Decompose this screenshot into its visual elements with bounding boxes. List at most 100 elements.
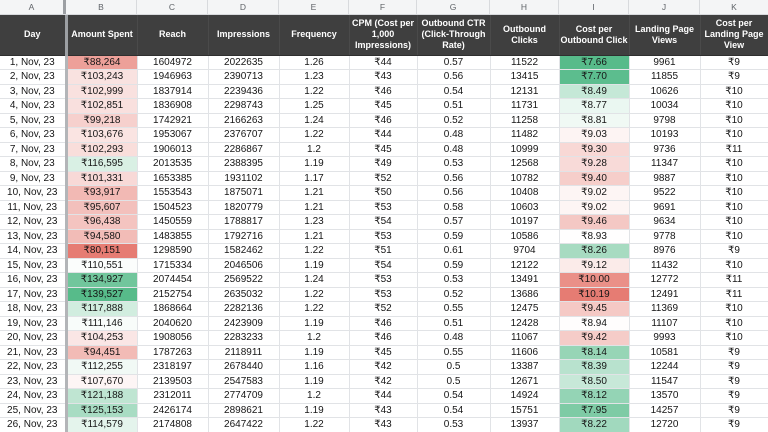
cell-outbound-clicks[interactable]: 12122 [490,258,560,273]
cell-frequency[interactable]: 1.17 [279,171,350,186]
cell-day[interactable]: 10, Nov, 23 [0,185,68,201]
cell-outbound-clicks[interactable]: 12568 [490,156,560,172]
cell-outbound-clicks[interactable]: 11067 [490,330,560,346]
cell-impressions[interactable]: 1788817 [208,214,280,230]
cell-cost-per-outbound-click[interactable]: ₹9.02 [559,200,630,215]
cell-amount-spent[interactable]: ₹117,888 [66,301,138,317]
column-letter-d[interactable]: D [208,0,279,14]
cell-landing-page-views[interactable]: 9798 [629,113,701,128]
cell-outbound-clicks[interactable]: 10408 [490,185,560,201]
cell-amount-spent[interactable]: ₹139,527 [66,287,138,302]
cell-frequency[interactable]: 1.19 [279,374,350,389]
cell-cost-per-landing-page-view[interactable]: ₹10 [700,84,768,99]
cell-landing-page-views[interactable]: 9778 [629,229,701,244]
cell-cpm[interactable]: ₹46 [349,316,418,331]
cell-amount-spent[interactable]: ₹88,264 [66,55,138,70]
cell-cost-per-outbound-click[interactable]: ₹9.03 [559,127,630,143]
cell-cost-per-landing-page-view[interactable]: ₹10 [700,301,768,317]
cell-reach[interactable]: 2139503 [137,374,209,389]
cell-frequency[interactable]: 1.23 [279,214,350,230]
cell-amount-spent[interactable]: ₹102,851 [66,98,138,114]
cell-outbound-ctr[interactable]: 0.57 [417,214,491,230]
cell-cost-per-landing-page-view[interactable]: ₹11 [700,287,768,302]
cell-cost-per-outbound-click[interactable]: ₹10.19 [559,287,630,302]
cell-impressions[interactable]: 2423909 [208,316,280,331]
cell-frequency[interactable]: 1.2 [279,330,350,346]
cell-cost-per-outbound-click[interactable]: ₹9.45 [559,301,630,317]
cell-day[interactable]: 7, Nov, 23 [0,142,68,157]
cell-cost-per-outbound-click[interactable]: ₹7.70 [559,69,630,85]
cell-cost-per-landing-page-view[interactable]: ₹9 [700,243,768,259]
cell-impressions[interactable]: 1931102 [208,171,280,186]
cell-cost-per-landing-page-view[interactable]: ₹9 [700,359,768,375]
cell-frequency[interactable]: 1.19 [279,316,350,331]
cell-cpm[interactable]: ₹42 [349,359,418,375]
cell-outbound-clicks[interactable]: 10197 [490,214,560,230]
cell-amount-spent[interactable]: ₹101,331 [66,171,138,186]
cell-outbound-clicks[interactable]: 11258 [490,113,560,128]
cell-impressions[interactable]: 1792716 [208,229,280,244]
cell-cost-per-outbound-click[interactable]: ₹9.28 [559,156,630,172]
cell-cost-per-outbound-click[interactable]: ₹9.12 [559,258,630,273]
cell-cost-per-outbound-click[interactable]: ₹9.42 [559,330,630,346]
column-letter-g[interactable]: G [417,0,490,14]
cell-landing-page-views[interactable]: 11347 [629,156,701,172]
cell-day[interactable]: 19, Nov, 23 [0,316,68,331]
cell-cpm[interactable]: ₹52 [349,171,418,186]
header-landing-page-views[interactable]: Landing Page Views [629,15,701,56]
cell-day[interactable]: 13, Nov, 23 [0,229,68,244]
cell-outbound-ctr[interactable]: 0.54 [417,388,491,404]
cell-cost-per-landing-page-view[interactable]: ₹9 [700,403,768,418]
cell-cost-per-landing-page-view[interactable]: ₹10 [700,185,768,201]
cell-outbound-clicks[interactable]: 10603 [490,200,560,215]
cell-amount-spent[interactable]: ₹116,595 [66,156,138,172]
cell-cost-per-landing-page-view[interactable]: ₹10 [700,200,768,215]
cell-cost-per-landing-page-view[interactable]: ₹9 [700,345,768,360]
cell-cost-per-landing-page-view[interactable]: ₹9 [700,55,768,70]
cell-day[interactable]: 5, Nov, 23 [0,113,68,128]
cell-outbound-clicks[interactable]: 13491 [490,272,560,288]
cell-outbound-ctr[interactable]: 0.56 [417,171,491,186]
cell-landing-page-views[interactable]: 11855 [629,69,701,85]
cell-cost-per-outbound-click[interactable]: ₹8.50 [559,374,630,389]
cell-outbound-ctr[interactable]: 0.59 [417,229,491,244]
cell-cpm[interactable]: ₹44 [349,55,418,70]
cell-outbound-ctr[interactable]: 0.51 [417,98,491,114]
cell-outbound-clicks[interactable]: 12131 [490,84,560,99]
cell-landing-page-views[interactable]: 11107 [629,316,701,331]
cell-outbound-clicks[interactable]: 12475 [490,301,560,317]
cell-reach[interactable]: 2074454 [137,272,209,288]
cell-cost-per-outbound-click[interactable]: ₹8.93 [559,229,630,244]
cell-frequency[interactable]: 1.24 [279,113,350,128]
cell-reach[interactable]: 1450559 [137,214,209,230]
cell-cost-per-outbound-click[interactable]: ₹8.14 [559,345,630,360]
cell-cost-per-landing-page-view[interactable]: ₹9 [700,388,768,404]
cell-amount-spent[interactable]: ₹99,218 [66,113,138,128]
cell-landing-page-views[interactable]: 11547 [629,374,701,389]
cell-reach[interactable]: 1787263 [137,345,209,360]
column-letter-i[interactable]: I [559,0,629,14]
cell-cost-per-landing-page-view[interactable]: ₹10 [700,113,768,128]
cell-amount-spent[interactable]: ₹104,253 [66,330,138,346]
cell-impressions[interactable]: 2282136 [208,301,280,317]
cell-impressions[interactable]: 2298743 [208,98,280,114]
cell-frequency[interactable]: 1.23 [279,69,350,85]
cell-cost-per-outbound-click[interactable]: ₹7.95 [559,403,630,418]
cell-amount-spent[interactable]: ₹110,551 [66,258,138,273]
cell-outbound-clicks[interactable]: 9704 [490,243,560,259]
cell-cpm[interactable]: ₹43 [349,69,418,85]
cell-cpm[interactable]: ₹51 [349,243,418,259]
cell-outbound-ctr[interactable]: 0.5 [417,359,491,375]
cell-cost-per-landing-page-view[interactable]: ₹11 [700,272,768,288]
cell-amount-spent[interactable]: ₹93,917 [66,185,138,201]
cell-impressions[interactable]: 2388395 [208,156,280,172]
cell-day[interactable]: 3, Nov, 23 [0,84,68,99]
cell-outbound-clicks[interactable]: 13937 [490,417,560,432]
cell-cpm[interactable]: ₹53 [349,200,418,215]
cell-outbound-clicks[interactable]: 10586 [490,229,560,244]
cell-day[interactable]: 14, Nov, 23 [0,243,68,259]
cell-amount-spent[interactable]: ₹112,255 [66,359,138,375]
cell-cpm[interactable]: ₹43 [349,417,418,432]
cell-reach[interactable]: 1504523 [137,200,209,215]
cell-cpm[interactable]: ₹53 [349,229,418,244]
